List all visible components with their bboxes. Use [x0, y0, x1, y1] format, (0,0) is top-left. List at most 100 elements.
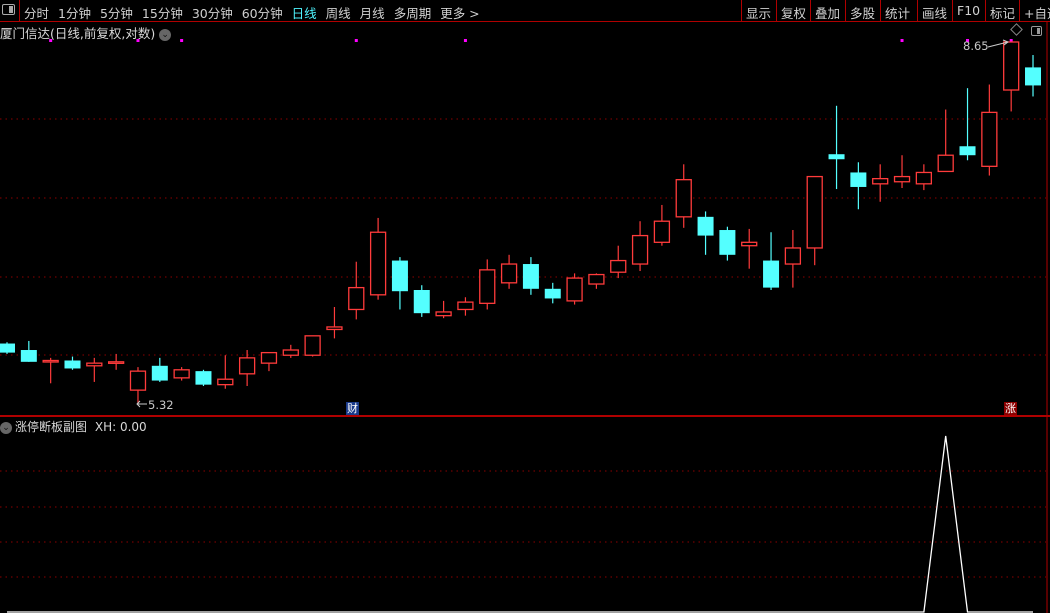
- candle-body-down: [828, 154, 845, 160]
- period-tab[interactable]: 30分钟: [191, 6, 233, 21]
- chevron-down-icon[interactable]: ⌄: [159, 28, 172, 41]
- candle-body-up: [238, 357, 256, 375]
- candle-body-up: [1003, 41, 1020, 91]
- low-arrow: [136, 400, 147, 408]
- panel-toggle-icon[interactable]: [1031, 26, 1042, 36]
- candle-body-down: [719, 230, 736, 255]
- candle-body-up: [326, 326, 343, 331]
- candle-body-up: [893, 175, 911, 183]
- high-price-label: 8.65: [963, 39, 989, 53]
- divider: [19, 0, 20, 21]
- divider: [741, 0, 742, 21]
- toolbar-button[interactable]: +自选: [1024, 6, 1050, 21]
- candle-body-down: [195, 371, 212, 385]
- period-tab[interactable]: 月线: [359, 6, 385, 21]
- finance-badge[interactable]: 财: [346, 402, 359, 415]
- signal-marker: [463, 39, 467, 42]
- low-price-label: 5.32: [148, 398, 174, 412]
- signal-marker: [966, 39, 970, 42]
- candle-body-down: [413, 290, 430, 314]
- signal-marker: [354, 39, 358, 42]
- xh-indicator-line: [7, 435, 1033, 613]
- high-arrow: [987, 39, 1010, 48]
- sub-chart-title: 涨停断板副图: [15, 420, 88, 434]
- stock-title: 厦门信达(日线,前复权,对数): [0, 26, 156, 41]
- divider: [880, 0, 881, 21]
- candle-body-up: [588, 273, 605, 285]
- candle-body-up: [653, 220, 671, 243]
- signal-marker: [900, 39, 904, 42]
- candle-body-down: [763, 260, 780, 288]
- period-tab[interactable]: 周线: [325, 6, 351, 21]
- indicator-value: XH: 0.00: [94, 420, 147, 434]
- toolbar-button[interactable]: 标记: [990, 6, 1016, 21]
- candle-body-down: [697, 216, 714, 236]
- candle-body-up: [784, 247, 802, 265]
- candle-body-up: [500, 263, 518, 284]
- toolbar-button[interactable]: 复权: [781, 6, 807, 21]
- candle-body-down: [151, 365, 168, 381]
- candle-body-up: [86, 362, 103, 367]
- candle-body-up: [872, 177, 889, 185]
- divider: [810, 0, 811, 21]
- candle-body-up: [566, 277, 583, 302]
- candle-body-down: [522, 264, 539, 289]
- toolbar-button[interactable]: 显示: [746, 6, 772, 21]
- period-tab[interactable]: 日线: [291, 6, 317, 21]
- candle-body-up: [457, 301, 474, 311]
- period-tab[interactable]: 分时: [24, 6, 50, 21]
- main-chart-title: 厦门信达(日线,前复权,对数) ⌄: [0, 23, 172, 42]
- candle-body-down: [20, 350, 37, 362]
- divider: [952, 0, 953, 21]
- candle-body-down: [0, 343, 15, 353]
- toolbar-button[interactable]: 多股: [850, 6, 876, 21]
- signal-marker: [49, 39, 53, 42]
- candle-body-down: [1025, 67, 1042, 86]
- candle-body-down: [544, 288, 561, 299]
- candle-body-up: [282, 349, 299, 356]
- chevron-down-icon[interactable]: ⌄: [0, 421, 12, 434]
- candle-body-up: [108, 361, 125, 364]
- signal-marker: [180, 39, 184, 42]
- toolbar-button[interactable]: 统计: [885, 6, 911, 21]
- period-tab[interactable]: 多周期: [393, 6, 432, 21]
- candle-body-up: [173, 369, 190, 379]
- candle-body-up: [675, 179, 692, 218]
- candle-body-down: [850, 172, 867, 187]
- signal-marker: [1009, 39, 1013, 42]
- candle-body-up: [348, 286, 365, 311]
- candle-body-up: [304, 335, 321, 356]
- sub-chart-header: ⌄ 涨停断板副图 XH: 0.00: [0, 418, 147, 435]
- toolbar: 分时 1分钟 5分钟 15分钟 30分钟 60分钟 日线 周线 月线 多周期 更多 > 显示 复权 叠加…: [0, 0, 1050, 22]
- candle-body-up: [631, 234, 649, 265]
- period-tab[interactable]: 1分钟: [58, 6, 91, 21]
- candle-body-up: [479, 269, 496, 304]
- candle-body-down: [959, 146, 976, 156]
- divider: [845, 0, 846, 21]
- candle-body-up: [806, 175, 823, 249]
- candle-body-up: [915, 171, 933, 185]
- candle-body-up: [42, 359, 59, 363]
- limit-up-badge[interactable]: 涨: [1004, 402, 1017, 415]
- period-tab[interactable]: 更多 >: [440, 6, 480, 21]
- period-tabs: 分时 1分钟 5分钟 15分钟 30分钟 60分钟 日线 周线 月线 多周期 更多 >: [24, 3, 480, 22]
- toolbar-button[interactable]: 叠加: [815, 6, 841, 21]
- candle-body-up: [435, 311, 452, 317]
- period-tab[interactable]: 15分钟: [141, 6, 183, 21]
- signal-marker: [136, 39, 140, 42]
- candle-body-down: [391, 260, 408, 292]
- candle-body-up: [369, 231, 387, 296]
- candle-body-up: [129, 370, 147, 391]
- period-tab[interactable]: 60分钟: [241, 6, 283, 21]
- period-tab[interactable]: 5分钟: [99, 6, 133, 21]
- panel-toggle-icon[interactable]: [2, 4, 15, 15]
- toolbar-button[interactable]: F10: [957, 3, 981, 18]
- candle-body-up: [260, 351, 278, 364]
- candle-body-up: [610, 259, 627, 273]
- divider: [1019, 0, 1020, 21]
- divider: [985, 0, 986, 21]
- toolbar-button[interactable]: 画线: [922, 6, 948, 21]
- candle-body-down: [64, 360, 81, 369]
- candle-body-up: [937, 154, 954, 173]
